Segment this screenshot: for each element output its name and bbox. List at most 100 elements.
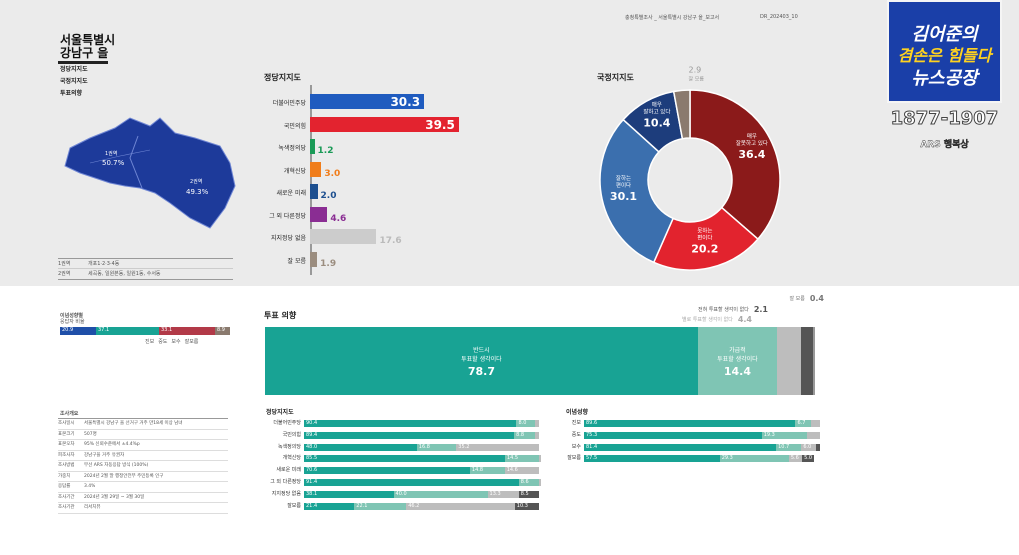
party-bar xyxy=(310,251,318,267)
ideology-stack-title: 이념성향 xyxy=(566,409,589,416)
donut-slice xyxy=(689,89,781,241)
stacked-segment: 14.8 xyxy=(469,467,505,475)
stacked-row-label: 개혁신당 xyxy=(282,455,301,462)
ars-label: ARS 행복상 xyxy=(920,140,969,150)
vote-intention-bar: 반드시 투표할 생각이다 78.7 가급적 투표할 생각이다 14.4 xyxy=(265,327,815,395)
survey-val: 서울특별시 강남구 을 선거구 거주 만18세 이상 남녀 xyxy=(84,421,183,426)
mini-seg-progressive: 20.9 xyxy=(60,327,96,335)
vote-segment: 가급적 투표할 생각이다 14.4 xyxy=(697,327,778,395)
party-support-chart: 더불어민주당 30.3 국민의힘 39.5 녹색정의당 1.2 개혁신당 3.0 새로운 미래 2… xyxy=(230,92,530,282)
survey-val: 리서치뷰 xyxy=(84,505,101,510)
stacked-segment: 57.5 xyxy=(584,455,720,463)
stacked-segment: 21.4 xyxy=(304,502,355,510)
survey-row: 표본오차 95% 신뢰수준에서 ±4.4%p xyxy=(58,440,228,451)
party-bar-label: 녹색정의당 xyxy=(278,145,306,152)
map-label-2-name: 2권역 xyxy=(190,178,202,185)
party-bar-value: 3.0 xyxy=(324,168,341,179)
vote-segment-label: 투표할 생각이다 xyxy=(461,355,502,363)
district-boundary xyxy=(129,135,143,189)
stacked-segment xyxy=(811,420,820,427)
stacked-segment: 8.5 xyxy=(518,490,539,498)
party-bar-value: 2.0 xyxy=(320,191,337,201)
vote-segment-label: 투표할 생각이다 xyxy=(717,355,758,363)
party-bar-label: 새로운 미래 xyxy=(276,190,306,197)
stacked-segment: 5.0 xyxy=(802,455,814,463)
stacked-segment xyxy=(815,443,820,451)
stacked-segment: 40.0 xyxy=(393,490,488,498)
survey-key: 조사방법 xyxy=(58,463,75,468)
vote-annotation-value: 0.4 xyxy=(809,294,824,303)
region-underline xyxy=(58,61,108,64)
stacked-segment xyxy=(535,420,539,427)
vote-annotation: 별로 투표할 생각이 없다 4.4 xyxy=(682,315,752,324)
banner-line1: 김어준의 xyxy=(911,24,978,45)
party-bar-value: 17.6 xyxy=(379,236,402,246)
stacked-segment: 6.0 xyxy=(801,443,816,451)
survey-key: 조사기관 xyxy=(58,505,75,510)
ideology-mini-bar: 20.9 37.1 33.1 8.9 xyxy=(60,327,230,335)
stacked-segment xyxy=(807,431,820,439)
vote-annotation: 잘 모름 0.4 xyxy=(789,294,824,303)
party-bar-value: 30.3 xyxy=(390,95,421,109)
party-bar-label: 국민의힘 xyxy=(283,122,306,130)
approval-chart-title: 국정지지도 xyxy=(597,73,634,82)
donut-slice-label: 잘못하고 있다 xyxy=(736,139,768,147)
party-bar-value: 4.6 xyxy=(330,213,347,224)
menu-item-party: 정당지지도 xyxy=(60,66,88,73)
vote-annotations: 잘 모름 0.4 전혀 투표할 생각이 없다 2.1 별로 투표할 생각이 없다 4.4 xyxy=(600,290,830,330)
party-bar xyxy=(310,94,425,109)
stacked-segment: 19.3 xyxy=(761,431,808,439)
donut-slice xyxy=(652,206,759,271)
stacked-segment: 13.3 xyxy=(487,490,519,498)
party-stack-title: 정당지지도 xyxy=(266,409,294,416)
survey-val: 507명 xyxy=(84,431,97,437)
party-bar-label: 더불어민주당 xyxy=(272,100,306,107)
show-banner: 김어준의 겸손은 힘들다 뉴스공장 xyxy=(887,0,1002,103)
legend-key: 2권역 xyxy=(58,271,71,277)
survey-row: 가중치 2024년 2월 말 행정안전부 주민등록 인구 xyxy=(58,472,228,482)
stacked-row-label: 더불어민주당 xyxy=(273,420,301,426)
stacked-row-label: 그 외 다른정당 xyxy=(270,479,301,485)
survey-key: 응답률 xyxy=(58,484,71,489)
survey-info-table: 조사일시 서울특별시 강남구 을 선거구 거주 만18세 이상 남녀 표본크기 507… xyxy=(58,418,228,514)
stacked-segment: 46.2 xyxy=(406,502,515,510)
mini-seg-conservative: 33.1 xyxy=(159,327,215,335)
stacked-row-label: 지지정당 없음 xyxy=(271,490,301,497)
party-bar xyxy=(310,161,322,177)
survey-key: 조사일시 xyxy=(58,421,75,426)
party-bar xyxy=(310,139,315,154)
survey-val: 2024년 3월 29일 ~ 3월 30일 xyxy=(84,494,145,500)
party-chart-axis xyxy=(310,85,312,275)
vote-segment xyxy=(801,327,813,395)
legend-val: 개포1·2·3·4동 xyxy=(88,261,120,267)
stacked-row-label: 잘모름 xyxy=(287,502,301,509)
district-shape xyxy=(64,117,236,229)
survey-row: 조사기관 리서치뷰 xyxy=(58,503,228,514)
stacked-segment: 8.8 xyxy=(514,431,535,439)
vote-annotation-label: 전혀 투표할 생각이 없다 xyxy=(698,307,749,313)
stacked-segment: 16.8 xyxy=(416,443,457,451)
district-map: 1권역 50.7% 2권역 49.3% xyxy=(64,117,236,229)
donut-slice-value: 10.4 xyxy=(643,117,670,130)
survey-row: 피조사자 강남구을 거주 유권자 xyxy=(58,451,228,461)
ideology-mini-title-1: 이념성향별 xyxy=(60,313,84,319)
banner-line2: 겸손은 힘들다 xyxy=(897,46,992,65)
party-bar-label: 잘 모름 xyxy=(287,257,306,265)
vote-annotation-label: 별로 투표할 생각이 없다 xyxy=(682,317,733,323)
mini-seg-unknown: 8.9 xyxy=(215,327,230,335)
vote-annotation: 전혀 투표할 생각이 없다 2.1 xyxy=(698,305,768,314)
mini-seg-center: 37.1 xyxy=(96,327,159,335)
stacked-row-label: 진보 xyxy=(571,420,581,426)
stacked-segment xyxy=(534,431,539,439)
party-bar-value: 39.5 xyxy=(425,117,455,132)
stacked-segment: 38.1 xyxy=(304,490,394,498)
stacked-segment: 5.6 xyxy=(788,455,803,463)
legend-center: 중도 xyxy=(158,339,168,345)
donut-slice-label: 잘하고 있다 xyxy=(643,108,670,116)
donut-slice-value: 2.9 xyxy=(689,65,702,74)
party-chart-title: 정당지지도 xyxy=(264,73,301,82)
donut-slice xyxy=(599,118,675,264)
vote-annotation-label: 잘 모름 xyxy=(789,296,805,302)
party-bar-value: 1.2 xyxy=(317,146,334,156)
